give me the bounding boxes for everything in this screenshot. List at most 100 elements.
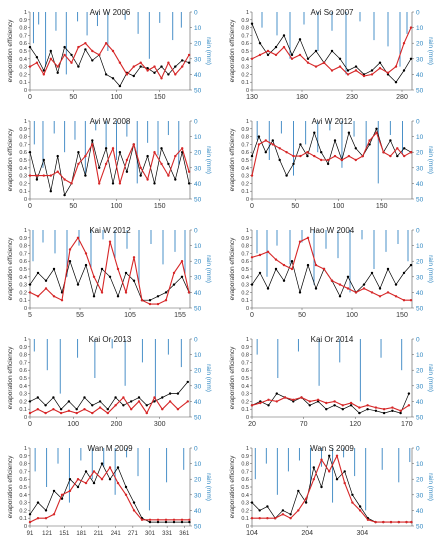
series-point [104,162,108,166]
series-point [116,466,120,469]
y2-axis-title: rain (mm) [205,364,212,392]
y2-tick-label: 30 [416,383,424,390]
panel-title: Kai Or 2013 [89,335,132,344]
series-point [361,154,364,158]
series-point [257,135,261,138]
y-tick-label: 0.2 [241,290,249,296]
series-point [145,404,148,407]
series-point [330,69,334,72]
series-point [409,57,413,60]
y2-tick-label: 0 [416,10,420,17]
series-point [44,279,48,282]
series-point [111,182,115,185]
series-point [160,147,163,150]
series-point [76,478,80,481]
series-point [36,408,39,411]
series-point [56,154,59,158]
series-point [250,501,254,504]
y-tick-label: 0.2 [19,399,27,405]
series-point [52,396,55,399]
y-tick-label: 0.3 [241,392,249,398]
series-point [125,158,129,162]
series-point [92,481,96,485]
series-point [137,400,141,403]
series-point [137,396,141,399]
series-point [402,271,406,275]
model-series [28,236,191,306]
y2-tick-label: 0 [416,228,420,235]
series-point [28,151,32,154]
y-tick-label: 0.9 [241,236,249,242]
series-line [29,396,189,415]
series-point [122,396,125,399]
series-point [145,411,148,415]
series-point [180,520,184,524]
series-point [104,42,108,45]
y2-tick-label: 0 [194,119,198,126]
series-point [176,392,180,395]
series-point [49,190,52,193]
series-point [354,291,358,294]
series-point [250,283,254,286]
series-point [35,178,39,181]
series-point [298,53,302,57]
series-point [28,411,32,415]
series-point [132,65,135,68]
series-point [402,42,406,45]
y-tick-label: 0.3 [241,65,249,71]
model-series [250,396,411,412]
y-tick-label: 0.3 [241,501,249,507]
series-point [116,267,120,271]
y2-tick-label: 10 [194,352,202,359]
y-tick-label: 0.1 [19,80,27,86]
y2-axis-title: rain (mm) [205,37,212,65]
series-point [410,520,413,524]
y-tick-label: 0 [246,306,249,312]
series-point [362,287,366,290]
series-point [176,408,180,411]
series-line [252,454,412,523]
series-point [290,267,294,271]
series-point [188,518,191,521]
series-point [283,396,287,399]
x-tick-label: 304 [357,530,369,537]
series-point [180,518,184,521]
series-point [116,295,120,298]
y-tick-label: 0 [246,197,249,203]
series-point [274,45,278,49]
x-tick-label: 120 [349,421,361,428]
y-tick-label: 0 [246,88,249,94]
series-point [116,481,120,485]
y2-tick-label: 30 [194,274,202,281]
y-tick-label: 0.4 [241,57,249,63]
series-point [148,520,152,524]
series-point [328,470,331,473]
series-point [378,61,382,64]
y-tick-label: 0.2 [19,72,27,78]
series-line [251,127,412,177]
series-point [63,45,66,49]
series-point [370,271,374,275]
y-tick-label: 1 [24,337,27,343]
series-point [167,73,170,76]
y-tick-label: 0.8 [241,462,249,468]
y-tick-label: 0.7 [19,469,27,475]
series-line [251,396,410,412]
series-point [306,236,310,239]
y-tick-label: 0.4 [19,275,27,281]
series-point [84,252,88,255]
y-tick-label: 0.4 [19,384,27,390]
series-point [76,283,80,286]
series-point [52,513,56,516]
series-point [354,158,357,162]
y-tick-label: 0.3 [241,283,249,289]
series-point [83,396,86,399]
rain-bars [256,230,409,293]
series-point [148,518,152,521]
chart-panel: 00.10.20.30.40.50.60.70.80.91 01020304050… [7,8,212,101]
series-point [76,485,80,489]
series-point [347,154,351,158]
series-point [335,454,339,457]
y-tick-label: 0.9 [241,18,249,24]
series-point [44,411,47,415]
